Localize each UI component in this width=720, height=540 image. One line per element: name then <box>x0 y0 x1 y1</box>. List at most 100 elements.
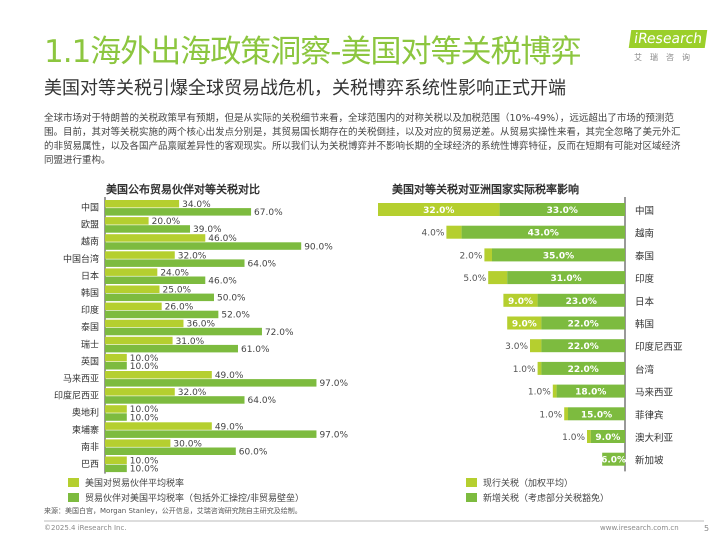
right-chart: 中国 32.0% 33.0% 越南 4.0% 43.0% 泰国 2.0% 35.0% 印度 5.0%… <box>378 197 683 472</box>
bar-new <box>541 361 625 375</box>
data-label: 26.0% <box>165 303 194 313</box>
data-label: 64.0% <box>248 396 277 406</box>
bar-partner <box>105 362 127 370</box>
page-subtitle: 美国对等关税引爆全球贸易战危机，关税博弈系统性影响正式开端 <box>44 78 566 99</box>
bar-partner <box>105 430 317 438</box>
data-label: 72.0% <box>265 328 294 338</box>
bar-new <box>556 384 625 398</box>
data-label: 5.0% <box>463 274 486 284</box>
category-label: 瑞士 <box>81 338 99 350</box>
bar-new <box>492 248 625 262</box>
bar-us <box>105 285 160 293</box>
bar-us <box>105 422 212 430</box>
data-label: 97.0% <box>319 379 348 389</box>
bar-partner <box>105 413 127 421</box>
category-label: 日本 <box>81 270 99 282</box>
legend-item-partner-rate: 贸易伙伴对美国平均税率（包括外汇操控/非贸易壁垒） <box>68 491 304 504</box>
legend-item-new-tariff: 新增关税（考虑部分关税豁免） <box>466 491 609 504</box>
data-label: 9.0% <box>595 433 620 443</box>
bar-new <box>461 225 625 239</box>
bar-partner <box>105 293 214 302</box>
page-title: 1.1海外出海政策洞察-美国对等关税博弈 <box>44 34 581 70</box>
bar-new <box>537 293 625 307</box>
data-label: 23.0% <box>566 297 597 307</box>
bar-new <box>568 407 625 421</box>
page-number: 5 <box>704 524 710 533</box>
bar-partner <box>105 396 245 404</box>
data-label: 32.0% <box>178 251 207 261</box>
data-label: 52.0% <box>221 311 250 321</box>
legend-label: 贸易伙伴对美国平均税率（包括外汇操控/非贸易壁垒） <box>85 494 305 504</box>
data-label: 22.0% <box>568 320 599 330</box>
data-label: 1.0% <box>562 433 585 443</box>
bar-us <box>105 217 149 225</box>
bar-new <box>602 452 625 466</box>
bar-current <box>503 293 538 307</box>
bar-us <box>105 234 206 242</box>
left-chart: 中国 34.0% 67.0% 欧盟 20.0% 39.0% 越南 46.0% 90.0% 中国台湾… <box>54 197 348 475</box>
bar-current <box>530 339 542 353</box>
iresearch-logo: iResearch 艾瑞咨询 <box>624 30 712 66</box>
category-label: 中国 <box>635 205 654 217</box>
data-label: 49.0% <box>215 422 244 432</box>
website-link[interactable]: www.iresearch.com.cn <box>600 524 679 532</box>
legend-swatch <box>466 493 477 502</box>
data-label: 24.0% <box>160 268 189 278</box>
bar-partner <box>105 327 262 336</box>
bar-us <box>105 200 180 208</box>
category-label: 韩国 <box>81 287 99 299</box>
bar-current <box>564 407 568 421</box>
data-label: 10.0% <box>130 405 159 415</box>
bar-current <box>378 203 500 216</box>
data-label: 2.0% <box>460 251 483 261</box>
bar-new <box>499 203 625 216</box>
legend-label: 新增关税（考虑部分关税豁免） <box>483 494 610 504</box>
data-label: 30.0% <box>173 439 202 449</box>
footer-divider <box>44 520 704 522</box>
bar-us <box>105 336 173 345</box>
category-label: 马来西亚 <box>63 374 99 385</box>
category-label: 新加坡 <box>635 455 664 467</box>
legend-item-us-rate: 美国对贸易伙伴平均税率 <box>68 476 184 489</box>
data-label: 25.0% <box>163 286 192 296</box>
data-label: 34.0% <box>182 200 211 210</box>
bar-partner <box>105 259 245 267</box>
category-label: 柬埔寨 <box>72 424 99 436</box>
data-label: 9.0% <box>512 320 537 330</box>
data-label: 31.0% <box>550 274 581 284</box>
data-label: 31.0% <box>176 337 205 347</box>
data-label: 4.0% <box>422 229 445 239</box>
bar-us <box>105 439 171 447</box>
body-paragraph: 全球市场对于特朗普的关税政策早有预期，但是从实际的关税细节来看，全球范围内的对称… <box>44 113 681 166</box>
data-label: 36.0% <box>186 320 215 330</box>
data-label: 10.0% <box>130 465 159 475</box>
category-label: 欧盟 <box>81 219 99 231</box>
data-label: 46.0% <box>208 277 237 287</box>
data-label: 50.0% <box>217 294 246 304</box>
bar-current <box>587 430 591 443</box>
bar-partner <box>105 242 302 250</box>
legend-swatch <box>68 493 79 502</box>
bar-us <box>105 319 184 328</box>
right-chart-title: 美国对等关税对亚洲国家实际税率影响 <box>392 183 579 196</box>
data-label: 22.0% <box>568 342 599 352</box>
data-label: 67.0% <box>254 208 283 218</box>
bar-us <box>105 405 127 413</box>
data-label: 1.0% <box>539 410 562 420</box>
category-label: 韩国 <box>635 319 654 331</box>
data-label: 35.0% <box>543 251 574 261</box>
data-label: 1.0% <box>528 388 551 398</box>
data-label: 49.0% <box>215 371 244 381</box>
category-label: 菲律宾 <box>635 409 664 421</box>
category-label: 日本 <box>635 296 655 308</box>
bar-partner <box>105 276 206 284</box>
bar-us <box>105 251 175 259</box>
legend-swatch <box>68 478 79 487</box>
category-label: 越南 <box>635 228 654 240</box>
bar-partner <box>105 225 191 233</box>
category-label: 南非 <box>81 441 99 453</box>
bar-us <box>105 388 175 396</box>
bar-current <box>537 361 542 375</box>
data-label: 32.0% <box>178 388 207 398</box>
category-label: 泰国 <box>81 321 99 333</box>
